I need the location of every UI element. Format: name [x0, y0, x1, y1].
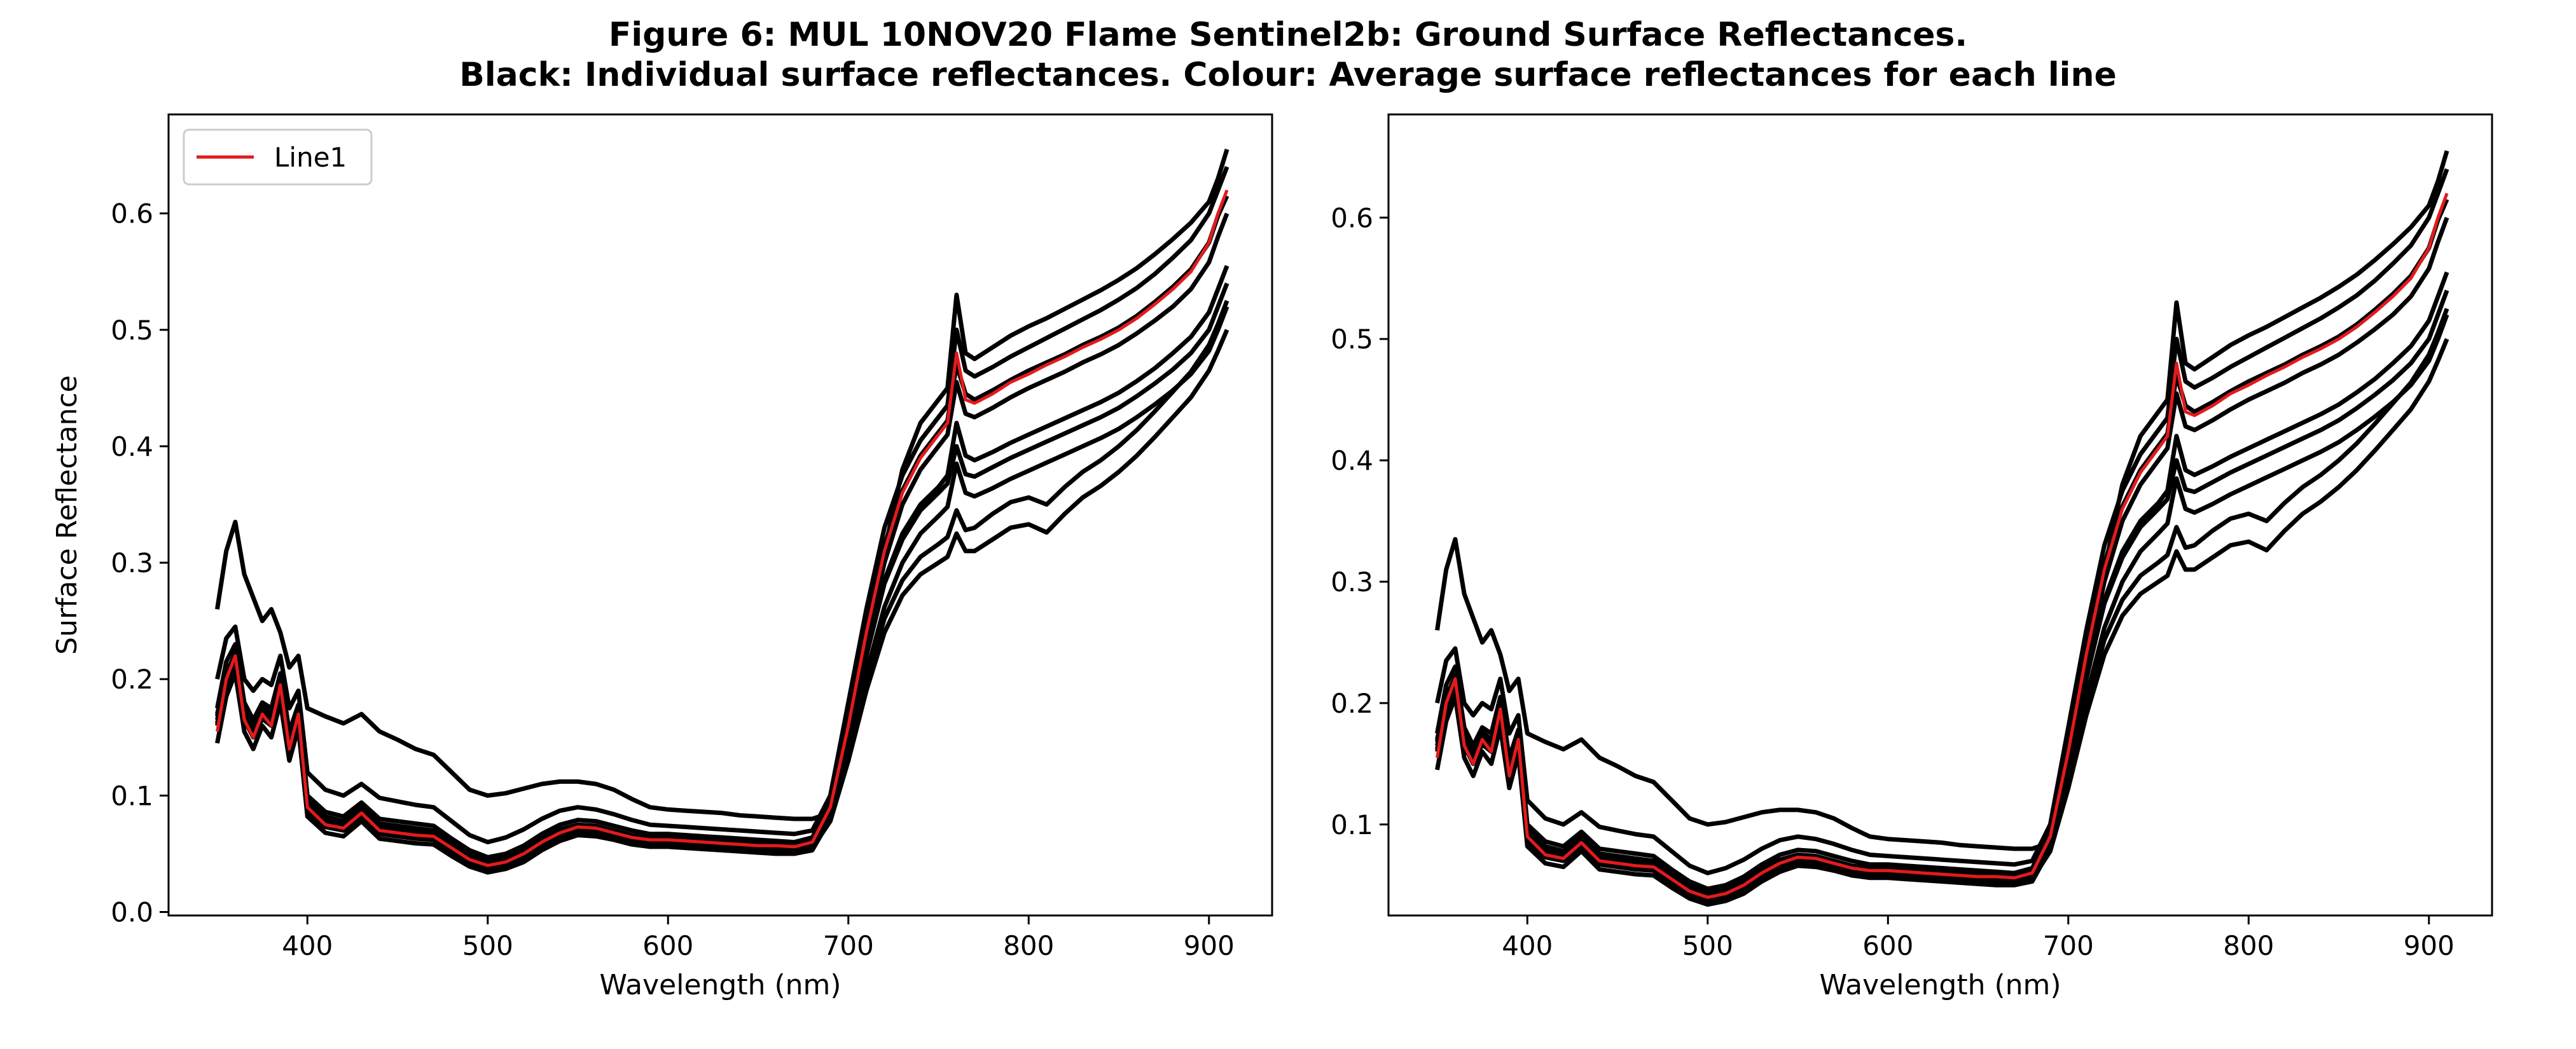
y-tick-label: 0.0 [111, 897, 153, 928]
left-panel: 400 500 600 700 800 900 0.0 0.1 0.2 0.3 0.4 0.5 0.6 W… [51, 113, 1273, 1001]
series-individual-2 [215, 166, 1229, 845]
right-panel: 400 500 600 700 800 900 0.1 0.2 0.3 0.4 0.5 0.6 Wave… [1331, 113, 2493, 1001]
y-tick-label: 0.1 [111, 780, 153, 811]
x-tick-label: 500 [1682, 930, 1733, 961]
x-tick-label: 500 [462, 930, 513, 961]
x-axis-label: Wavelength (nm) [1819, 969, 2061, 1001]
y-tick-label: 0.1 [1331, 809, 1373, 840]
series-individual-4 [215, 212, 1229, 875]
x-tick-label: 600 [642, 930, 693, 961]
series-individual-3 [1435, 198, 2449, 891]
series-line1-average [216, 189, 1229, 867]
legend-box [183, 128, 373, 186]
y-tick-label: 0.2 [1331, 688, 1373, 719]
x-tick-label: 700 [2043, 930, 2094, 961]
legend: Line1 [183, 128, 373, 186]
x-tick-label: 700 [823, 930, 874, 961]
y-tick-label: 0.4 [1331, 445, 1373, 476]
series-line1-average [1436, 193, 2449, 899]
y-tick-label: 0.2 [111, 664, 153, 695]
x-tick-label: 400 [1502, 930, 1553, 961]
series-individual-4 [1435, 217, 2449, 907]
y-tick-label: 0.5 [111, 315, 153, 346]
y-tick-label: 0.3 [1331, 566, 1373, 598]
x-tick-label: 400 [282, 930, 333, 961]
x-tick-label: 800 [2223, 930, 2274, 961]
x-axis-label: Wavelength (nm) [599, 969, 841, 1001]
axes-frame [1387, 113, 2493, 917]
plot-area [1435, 150, 2449, 907]
y-tick-label: 0.6 [1331, 202, 1373, 233]
x-tick-label: 900 [1184, 930, 1235, 961]
figure-title-line1: Figure 6: MUL 10NOV20 Flame Sentinel2b: … [609, 16, 1967, 54]
figure-title-line2: Black: Individual surface reflectances. … [459, 56, 2117, 94]
series-individual-1 [215, 148, 1229, 821]
y-axis-label: Surface Reflectance [51, 375, 83, 655]
x-tick-label: 600 [1862, 930, 1913, 961]
series-individual-2 [1435, 168, 2449, 875]
axes-frame [167, 113, 1273, 917]
y-tick-label: 0.5 [1331, 324, 1373, 355]
plot-area [215, 148, 1229, 875]
x-tick-label: 800 [1003, 930, 1054, 961]
y-tick-label: 0.4 [111, 431, 153, 462]
y-tick-label: 0.3 [111, 547, 153, 579]
legend-label: Line1 [274, 142, 347, 173]
x-tick-label: 900 [2404, 930, 2455, 961]
series-individual-3 [215, 195, 1229, 860]
series-individual-1 [1435, 150, 2449, 851]
y-tick-label: 0.6 [111, 198, 153, 230]
